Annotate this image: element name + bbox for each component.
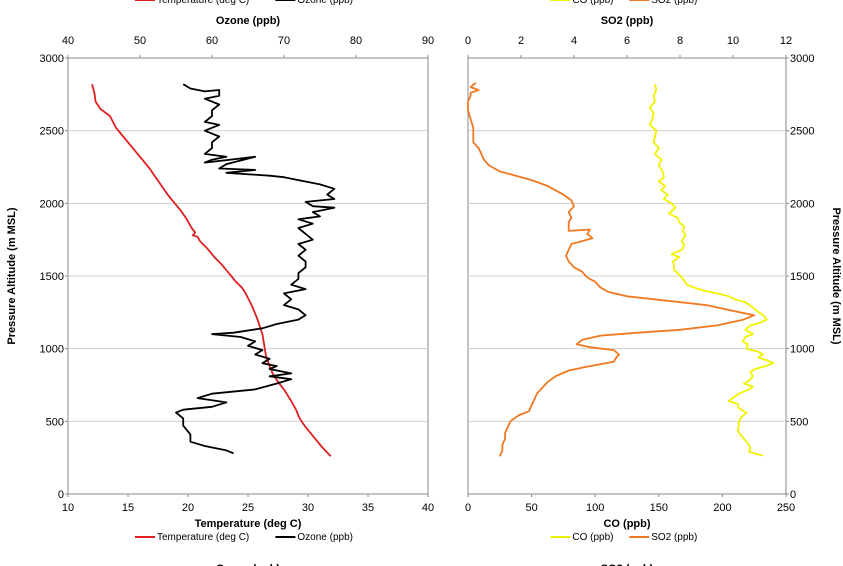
y-tick-label: 500 — [790, 416, 808, 428]
bottom-x-tick-label: 0 — [465, 502, 471, 514]
bottom-x-tick-label: 50 — [525, 502, 537, 514]
top-x-tick-label: 0 — [465, 35, 471, 47]
y-tick-label: 2000 — [40, 198, 64, 210]
bottom-x-tick-label: 100 — [586, 502, 604, 514]
y-tick-label: 1500 — [790, 271, 814, 283]
bottom-x-tick-label: 10 — [62, 502, 74, 514]
top-x-axis-title: Ozone (ppb) — [216, 15, 280, 27]
legend-entry: CO (ppb) — [572, 532, 613, 543]
bottom-x-axis-title: Temperature (deg C) — [195, 518, 302, 530]
bottom-x-tick-label: 30 — [302, 502, 314, 514]
y-tick-label: 3000 — [790, 53, 814, 65]
top-x-tick-label: 10 — [727, 35, 739, 47]
top-legend-entry: CO (ppb) — [572, 0, 613, 6]
top-legend-entry: SO2 (ppb) — [651, 0, 697, 6]
y-tick-label: 3000 — [40, 53, 64, 65]
y-tick-label: 1000 — [40, 344, 64, 356]
bottom-x-tick-label: 200 — [713, 502, 731, 514]
top-x-tick-label: 12 — [780, 35, 792, 47]
top-x-tick-label: 6 — [624, 35, 630, 47]
top-x-tick-label: 80 — [350, 35, 362, 47]
y-tick-label: 2500 — [790, 126, 814, 138]
bottom-x-tick-label: 25 — [242, 502, 254, 514]
left-panel-temperature-ozone: 0 500 1000 1500 2000 2500 3000 Pressure Altitud… — [6, 0, 434, 566]
top-x-tick-label: 2 — [518, 35, 524, 47]
legend-entry: Temperature (deg C) — [157, 532, 249, 543]
bottom-x-axis-title: CO (ppb) — [603, 518, 650, 530]
bottom-x-tick-label: 15 — [122, 502, 134, 514]
top-x-tick-label: 50 — [134, 35, 146, 47]
bottom-x-tick-label: 40 — [422, 502, 434, 514]
bottom-x-tick-label: 150 — [650, 502, 668, 514]
bottom-x-tick-label: 20 — [182, 502, 194, 514]
bottom-x-tick-label: 35 — [362, 502, 374, 514]
top-x-tick-label: 90 — [422, 35, 434, 47]
y-tick-label: 0 — [790, 489, 796, 501]
legend-entry: SO2 (ppb) — [651, 532, 697, 543]
top-x-tick-label: 40 — [62, 35, 74, 47]
top-x-tick-label: 8 — [677, 35, 683, 47]
top-x-tick-label: 4 — [571, 35, 577, 47]
y-tick-label: 2500 — [40, 126, 64, 138]
top-legend-entry: Temperature (deg C) — [157, 0, 249, 6]
bottom-x-tick-label: 250 — [777, 502, 795, 514]
y-tick-label: 1000 — [790, 344, 814, 356]
top-x-tick-label: 60 — [206, 35, 218, 47]
y-axis-title: Pressure Altitude (m MSL) — [6, 207, 18, 344]
y-tick-label: 0 — [58, 489, 64, 501]
legend-entry: Ozone (ppb) — [297, 532, 353, 543]
top-legend-entry: Ozone (ppb) — [297, 0, 353, 6]
y-tick-label: 1500 — [40, 271, 64, 283]
top-x-tick-label: 70 — [278, 35, 290, 47]
top-x-axis-title: SO2 (ppb) — [601, 15, 654, 27]
y-tick-label: 500 — [46, 416, 64, 428]
y-tick-label: 2000 — [790, 198, 814, 210]
y-axis-title: Pressure Altitude (m MSL) — [830, 207, 842, 344]
